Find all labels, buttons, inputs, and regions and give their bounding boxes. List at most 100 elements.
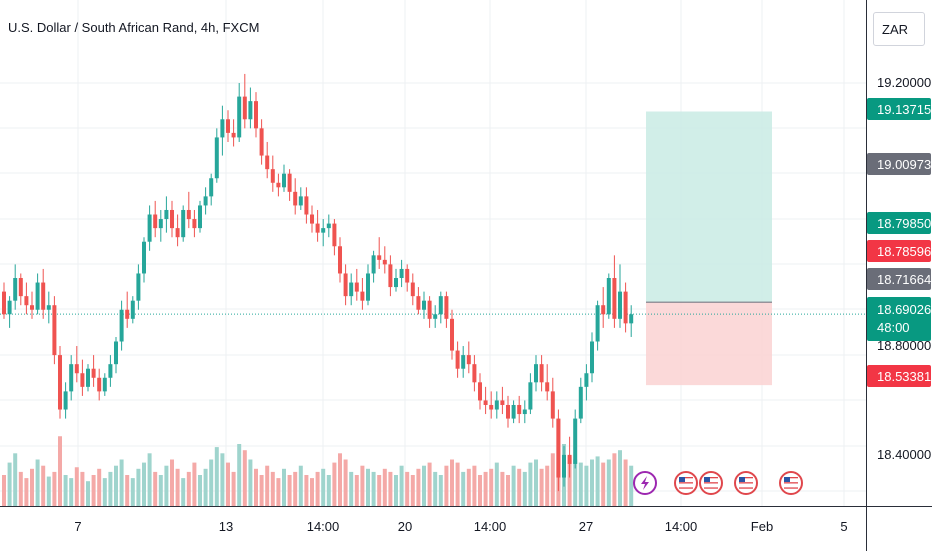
candle: [153, 214, 158, 229]
volume-bar: [606, 459, 611, 506]
candle: [399, 268, 404, 279]
candle: [175, 228, 180, 238]
flag-stripe: [704, 487, 718, 489]
volume-bar: [601, 462, 606, 506]
candle: [86, 368, 90, 387]
candle: [550, 391, 555, 419]
volume-bar: [209, 459, 214, 506]
flag-stripe: [704, 479, 718, 481]
chart-area[interactable]: U.S. Dollar / South African Rand, 4h, FX…: [0, 0, 866, 506]
flag-stripe: [679, 484, 693, 487]
axis-corner: [866, 506, 932, 551]
time-tick-label: 14:00: [306, 519, 340, 534]
volume-bar: [259, 475, 264, 506]
candle: [517, 404, 522, 415]
volume-bar: [102, 478, 107, 506]
volume-bar: [35, 459, 40, 506]
volume-bar: [388, 471, 393, 506]
candle: [35, 282, 40, 310]
candle: [556, 418, 561, 478]
volume-bar: [136, 468, 141, 506]
volume-bar: [175, 468, 180, 506]
volume-bar: [304, 475, 309, 506]
volume-bar: [237, 444, 242, 506]
candle: [438, 296, 443, 315]
price-axis[interactable]: ZAR 19.20000 18.80000 18.40000 19.13715 19.…: [866, 0, 932, 506]
candle: [573, 418, 578, 464]
candle: [102, 377, 107, 392]
volume-bar: [153, 471, 158, 506]
candle: [254, 101, 258, 129]
price-chart[interactable]: [0, 0, 866, 506]
volume-bar: [590, 459, 594, 506]
candle: [237, 96, 242, 138]
candle: [91, 368, 96, 378]
volume-bar: [461, 471, 466, 506]
candle: [461, 355, 466, 369]
volume-bar: [332, 462, 337, 506]
time-axis[interactable]: 7 13 14:00 20 14:00 27 14:00 Feb 5: [0, 506, 866, 551]
volume-bar: [125, 475, 130, 506]
volume-bar: [472, 465, 477, 506]
candle: [349, 282, 354, 297]
volume-bar: [528, 462, 533, 506]
volume-bar: [550, 453, 555, 506]
candle: [483, 400, 488, 405]
volume-bar: [24, 478, 29, 506]
candle: [18, 278, 23, 297]
volume-bar: [489, 468, 494, 506]
candle: [214, 137, 219, 179]
volume-bar: [382, 468, 387, 506]
currency-selector[interactable]: ZAR: [873, 12, 925, 46]
flag-canton: [704, 477, 710, 482]
volume-bar: [321, 468, 326, 506]
candle: [231, 132, 236, 138]
volume-bar: [69, 478, 74, 506]
volume-bar: [444, 465, 449, 506]
candle: [629, 314, 634, 324]
volume-bar: [46, 476, 51, 506]
volume-bar: [534, 459, 538, 506]
candle: [427, 300, 432, 319]
chart-title: U.S. Dollar / South African Rand, 4h, FX…: [8, 20, 260, 35]
candle: [332, 223, 337, 247]
candle: [388, 264, 393, 288]
candle: [226, 119, 230, 133]
candle: [360, 291, 365, 301]
candle: [265, 155, 270, 170]
candle: [562, 454, 566, 478]
candle: [394, 278, 398, 288]
volume-bar: [214, 447, 219, 506]
time-tick-label: 27: [578, 519, 594, 534]
volume-bar: [186, 471, 191, 506]
volume-bar: [405, 471, 410, 506]
volume-bar: [41, 465, 46, 506]
candle: [209, 178, 214, 197]
candle: [466, 355, 471, 365]
time-tick-label: 14:00: [473, 519, 507, 534]
price-badge: 18.78596: [867, 240, 931, 262]
candle: [494, 400, 499, 410]
candle: [354, 282, 359, 292]
volume-bar: [422, 465, 426, 506]
flag-stripe: [704, 482, 718, 484]
candle: [24, 296, 29, 306]
volume-bar: [142, 462, 146, 506]
volume-bar: [293, 471, 298, 506]
candle: [13, 278, 18, 301]
candle: [578, 386, 583, 419]
volume-bar: [242, 450, 247, 506]
current-price-badge: 18.69026 48:00: [867, 297, 931, 341]
volume-bar: [248, 459, 253, 506]
candle: [30, 305, 34, 310]
candle: [315, 223, 320, 233]
volume-bar: [58, 436, 62, 506]
volume-bar: [276, 478, 281, 506]
candle: [63, 391, 68, 410]
volume-bar: [198, 475, 202, 506]
candle: [276, 182, 281, 188]
candle: [545, 382, 550, 392]
candle: [108, 364, 113, 378]
flag-stripe: [739, 482, 753, 484]
candle: [147, 214, 152, 242]
